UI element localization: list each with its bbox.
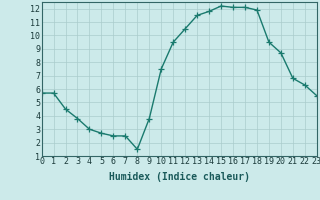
- X-axis label: Humidex (Indice chaleur): Humidex (Indice chaleur): [109, 172, 250, 182]
